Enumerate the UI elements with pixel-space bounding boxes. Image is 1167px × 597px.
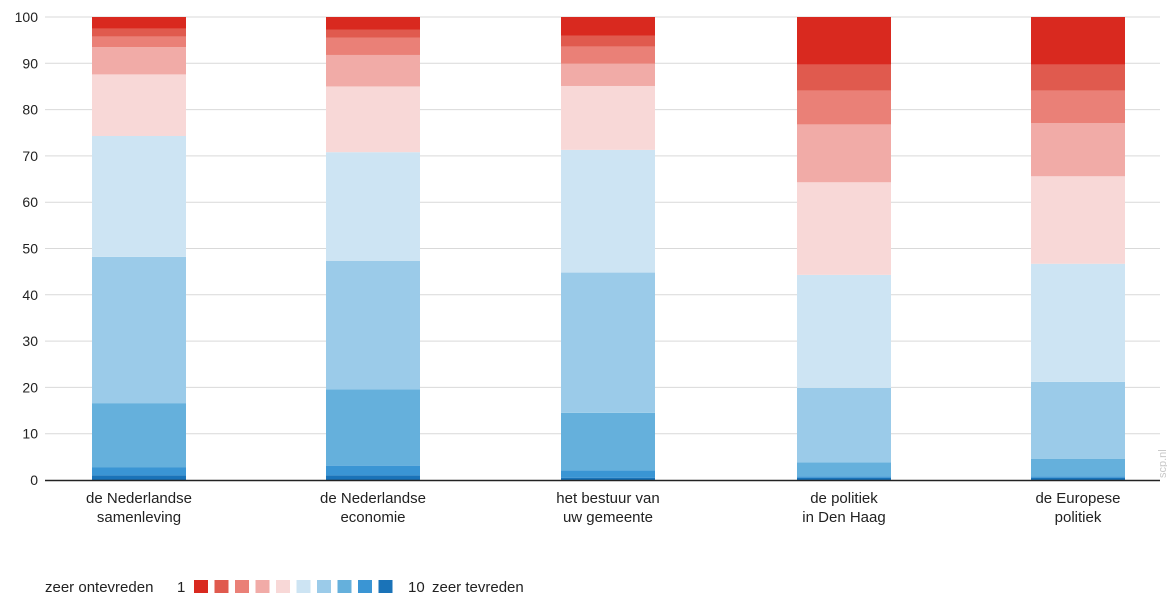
bar-segment [1031, 477, 1125, 480]
x-category-label-line: de Europese [1035, 490, 1120, 507]
legend-swatches [194, 580, 393, 593]
y-tick-label: 70 [22, 148, 38, 164]
x-category-label-line: de Nederlandse [86, 490, 192, 507]
bar-segment [797, 17, 891, 65]
bar-segment [797, 90, 891, 125]
bar-segment [92, 47, 186, 75]
bar-segment [92, 36, 186, 48]
legend-swatch [317, 580, 331, 593]
x-category-label-line: de Nederlandse [320, 490, 426, 507]
bar-segment [326, 152, 420, 262]
x-axis: de Nederlandse samenleving de Nederlandse e… [86, 490, 1121, 526]
bar-segment [1031, 90, 1125, 124]
x-category-label: de politiek in Den Haag [802, 490, 885, 526]
bar-segment [1031, 176, 1125, 264]
bar-segment [797, 64, 891, 91]
bar-segment [561, 46, 655, 64]
bar-segment [326, 465, 420, 476]
y-tick-label: 40 [22, 287, 38, 303]
bar-segment [1031, 381, 1125, 459]
x-category-label: de Europese politiek [1035, 490, 1120, 526]
bar-segment [326, 86, 420, 153]
bar-segment [561, 63, 655, 86]
legend-swatch [296, 580, 311, 593]
bar-segment [1031, 123, 1125, 177]
bar-segment [92, 74, 186, 136]
legend-swatch [235, 580, 249, 593]
bar-segment [92, 475, 186, 480]
bar-segment [797, 387, 891, 463]
bar-segment [326, 37, 420, 55]
bar-segment [561, 85, 655, 150]
legend-swatch [194, 580, 208, 593]
bar-segment [326, 29, 420, 38]
legend-right-label: zeer tevreden [432, 579, 524, 596]
bar-segment [797, 477, 891, 480]
legend-swatch [378, 580, 393, 593]
bar-segment [797, 462, 891, 477]
bar-segment [92, 135, 186, 257]
bar-segment [92, 28, 186, 37]
x-category-label-line: uw gemeente [563, 509, 653, 526]
legend-swatch [255, 580, 270, 593]
bar-segment [797, 124, 891, 183]
y-tick-label: 50 [22, 241, 38, 257]
y-tick-label: 0 [30, 472, 38, 488]
legend-left-label: zeer ontevreden [45, 579, 153, 596]
y-tick-label: 10 [22, 426, 38, 442]
bar-segment [1031, 476, 1125, 478]
y-axis: 0 10 20 30 40 50 60 70 80 90 100 [15, 9, 39, 488]
bar-segment [561, 470, 655, 478]
bars [92, 17, 1125, 480]
bar-segment [1031, 263, 1125, 382]
x-category-label-line: samenleving [97, 509, 181, 526]
x-category-label-line: politiek [1055, 509, 1102, 526]
y-tick-label: 60 [22, 194, 38, 210]
bar-segment [1031, 17, 1125, 65]
legend-swatch [214, 580, 229, 593]
legend: zeer ontevreden 1 10 zeer tevreden [45, 579, 524, 596]
bar-segment [561, 412, 655, 471]
x-category-label: de Nederlandse samenleving [86, 490, 192, 526]
x-category-label: het bestuur van uw gemeente [556, 490, 659, 526]
legend-swatch [276, 580, 290, 593]
bar-segment [561, 149, 655, 273]
bar-segment [1031, 64, 1125, 91]
bar-segment [561, 17, 655, 36]
bar-segment [797, 182, 891, 275]
bar-segment [561, 477, 655, 480]
bar-segment [326, 475, 420, 480]
bar-segment [797, 476, 891, 478]
y-tick-label: 100 [15, 9, 39, 25]
y-tick-label: 20 [22, 379, 38, 395]
watermark-text: scp.nl [1157, 449, 1167, 478]
bar-segment [326, 261, 420, 390]
bar-segment [326, 54, 420, 87]
y-tick-label: 30 [22, 333, 38, 349]
y-tick-label: 90 [22, 55, 38, 71]
y-tick-label: 80 [22, 102, 38, 118]
bar-segment [1031, 458, 1125, 477]
bar-segment [92, 467, 186, 476]
bar-segment [92, 256, 186, 404]
x-category-label-line: de politiek [810, 490, 878, 507]
bar-segment [797, 274, 891, 388]
bar-segment [326, 17, 420, 30]
bar-segment [561, 272, 655, 413]
x-category-label: de Nederlandse economie [320, 490, 426, 526]
legend-right-number: 10 [408, 579, 425, 596]
x-category-label-line: in Den Haag [802, 509, 885, 526]
legend-swatch [358, 580, 372, 593]
x-category-label-line: economie [340, 509, 405, 526]
x-category-label-line: het bestuur van [556, 490, 659, 507]
bar-segment [561, 35, 655, 47]
legend-left-number: 1 [177, 579, 185, 596]
bar-segment [92, 17, 186, 29]
legend-swatch [337, 580, 352, 593]
bar-segment [326, 389, 420, 466]
bar-segment [92, 403, 186, 468]
